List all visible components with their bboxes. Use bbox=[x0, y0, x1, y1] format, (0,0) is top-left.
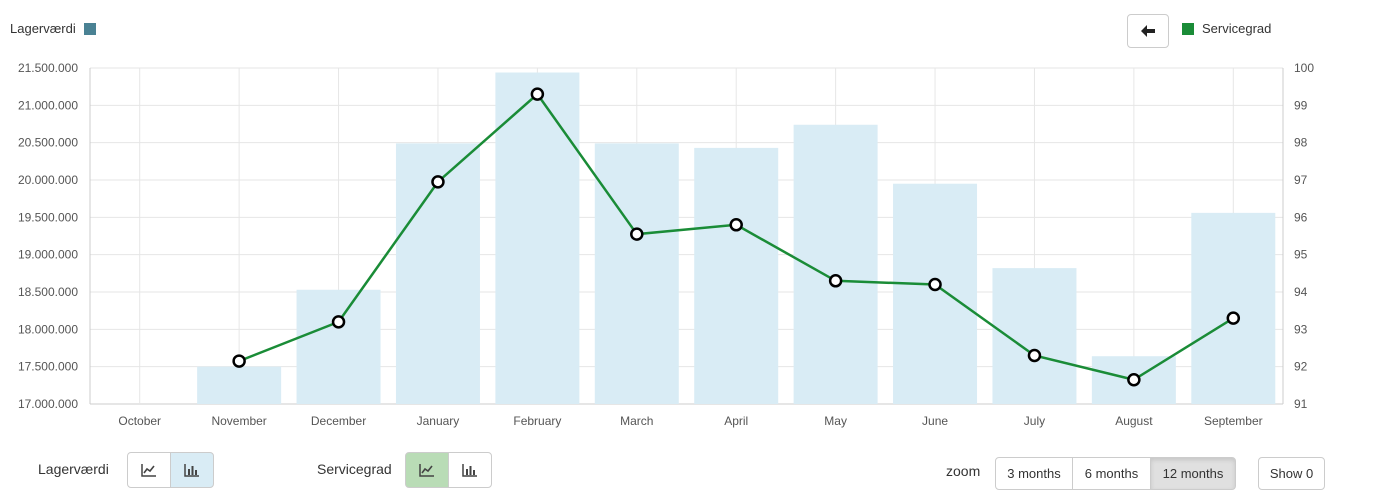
lagervaerdi-bar-button[interactable] bbox=[170, 452, 214, 488]
lagervaerdi-line-button[interactable] bbox=[127, 452, 171, 488]
back-button[interactable] bbox=[1127, 14, 1169, 48]
lagervaerdi-chart-type-group bbox=[127, 452, 214, 488]
x-tick-label: February bbox=[513, 414, 561, 428]
show-zero-button[interactable]: Show 0 bbox=[1258, 457, 1325, 490]
x-tick-label: November bbox=[211, 414, 266, 428]
bar-lagervaerdi bbox=[495, 72, 580, 404]
x-tick-label: June bbox=[922, 414, 948, 428]
servicegrad-line bbox=[232, 87, 1241, 387]
legend-swatch-lagervaerdi bbox=[83, 22, 96, 35]
y-left-tick-label: 17.000.000 bbox=[18, 397, 78, 411]
bar-lagervaerdi bbox=[1191, 212, 1276, 404]
show-button-group: Show 0 bbox=[1258, 457, 1325, 490]
bar-lagervaerdi bbox=[694, 147, 779, 405]
y-left-tick-label: 18.000.000 bbox=[18, 322, 78, 336]
y-left-tick-label: 18.500.000 bbox=[18, 285, 78, 299]
point-servicegrad bbox=[729, 218, 743, 232]
zoom-button-group: 3 months 6 months 12 months bbox=[995, 457, 1236, 490]
legend-label-lagervaerdi: Lagerværdi bbox=[10, 21, 76, 36]
y-right-tick-label: 91 bbox=[1294, 397, 1308, 411]
y-right-tick-label: 97 bbox=[1294, 173, 1308, 187]
zoom-label: zoom bbox=[946, 463, 981, 479]
point-servicegrad bbox=[1027, 348, 1042, 363]
x-tick-label: March bbox=[620, 414, 653, 428]
legend-label-servicegrad: Servicegrad bbox=[1202, 21, 1272, 36]
point-servicegrad bbox=[1226, 311, 1241, 325]
x-tick-label: December bbox=[311, 414, 366, 428]
zoom-12-months-button[interactable]: 12 months bbox=[1150, 457, 1236, 490]
combo-chart: 17.000.000 17.500.000 18.000.000 18.500.000… bbox=[18, 61, 1314, 428]
y-left-tick-label: 19.500.000 bbox=[18, 210, 78, 224]
y-right-tick-label: 92 bbox=[1294, 360, 1308, 374]
bar-lagervaerdi bbox=[594, 143, 679, 404]
point-servicegrad bbox=[232, 354, 246, 368]
x-tick-label: October bbox=[118, 414, 161, 428]
legend-swatch-servicegrad bbox=[1182, 22, 1194, 35]
y-right-tick-label: 100 bbox=[1294, 61, 1314, 75]
x-tick-label: April bbox=[724, 414, 748, 428]
y-right-tick-label: 94 bbox=[1294, 285, 1308, 299]
x-tick-label: August bbox=[1115, 414, 1153, 428]
y-left-tick-label: 17.500.000 bbox=[18, 360, 78, 374]
y-right-tick-label: 98 bbox=[1294, 136, 1308, 150]
x-tick-label: January bbox=[417, 414, 460, 428]
y-left-tick-label: 19.000.000 bbox=[18, 248, 78, 262]
zoom-6-months-button[interactable]: 6 months bbox=[1072, 457, 1151, 490]
y-right-tick-label: 99 bbox=[1294, 98, 1308, 112]
y-left-tick-label: 20.500.000 bbox=[18, 136, 78, 150]
legend-lagervaerdi[interactable]: Lagerværdi bbox=[10, 21, 96, 36]
bar-lagervaerdi bbox=[893, 183, 978, 404]
point-servicegrad bbox=[928, 277, 942, 292]
bar-lagervaerdi bbox=[992, 268, 1077, 404]
bar-lagervaerdi bbox=[197, 366, 282, 404]
x-tick-label: May bbox=[824, 414, 847, 428]
y-left-tick-label: 20.000.000 bbox=[18, 173, 78, 187]
lagervaerdi-control-label: Lagerværdi bbox=[38, 461, 109, 477]
y-right-tick-label: 96 bbox=[1294, 210, 1308, 224]
point-servicegrad bbox=[828, 274, 843, 288]
bar-lagervaerdi bbox=[296, 289, 381, 404]
y-right-tick-label: 93 bbox=[1294, 322, 1308, 336]
bars bbox=[197, 72, 1276, 405]
x-tick-label: September bbox=[1204, 414, 1263, 428]
servicegrad-bar-button[interactable] bbox=[448, 452, 492, 488]
zoom-3-months-button[interactable]: 3 months bbox=[995, 457, 1073, 490]
legend-servicegrad[interactable]: Servicegrad bbox=[1182, 21, 1271, 36]
y-left-tick-label: 21.000.000 bbox=[18, 98, 78, 112]
bar-chart-icon bbox=[462, 463, 477, 477]
servicegrad-chart-type-group bbox=[405, 452, 492, 488]
point-servicegrad bbox=[530, 87, 545, 101]
point-servicegrad bbox=[331, 315, 346, 329]
point-servicegrad bbox=[630, 227, 644, 241]
point-servicegrad bbox=[431, 175, 445, 189]
servicegrad-control-label: Servicegrad bbox=[317, 461, 392, 477]
y-right-tick-label: 95 bbox=[1294, 248, 1308, 262]
arrow-left-icon bbox=[1141, 25, 1155, 37]
bar-chart-icon bbox=[184, 463, 199, 477]
line-chart-icon bbox=[141, 463, 156, 477]
servicegrad-line-button[interactable] bbox=[405, 452, 449, 488]
y-left-tick-label: 21.500.000 bbox=[18, 61, 78, 75]
line-chart-icon bbox=[419, 463, 434, 477]
axes: 17.000.000 17.500.000 18.000.000 18.500.000… bbox=[18, 61, 1314, 428]
x-tick-label: July bbox=[1024, 414, 1045, 428]
point-servicegrad bbox=[1127, 372, 1141, 387]
grid bbox=[90, 67, 1283, 405]
